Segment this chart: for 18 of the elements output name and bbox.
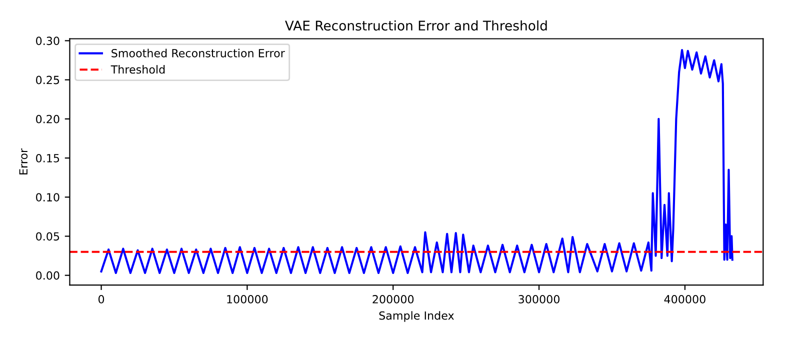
x-tick-label: 400000 [664, 295, 706, 304]
x-tick-label: 300000 [518, 295, 560, 304]
y-tick-label: 0.10 [36, 193, 60, 202]
x-tick-label: 0 [98, 295, 104, 304]
y-axis-title: Error [19, 148, 28, 174]
x-tick-label: 100000 [227, 295, 268, 304]
legend-label: Threshold [110, 65, 165, 74]
chart-title: VAE Reconstruction Error and Threshold [285, 20, 547, 31]
y-tick-label: 0.05 [36, 232, 60, 241]
line-series [100, 49, 734, 274]
y-tick-label: 0.15 [36, 154, 60, 162]
y-tick-label: 0.00 [36, 271, 60, 280]
x-axis-title: Sample Index [379, 311, 454, 322]
legend-label: Smoothed Reconstruction Error [112, 48, 285, 58]
y-tick-label: 0.30 [36, 36, 60, 46]
y-tick-label: 0.20 [36, 114, 60, 124]
y-tick-label: 0.25 [36, 76, 60, 84]
x-tick-label: 200000 [372, 295, 414, 304]
